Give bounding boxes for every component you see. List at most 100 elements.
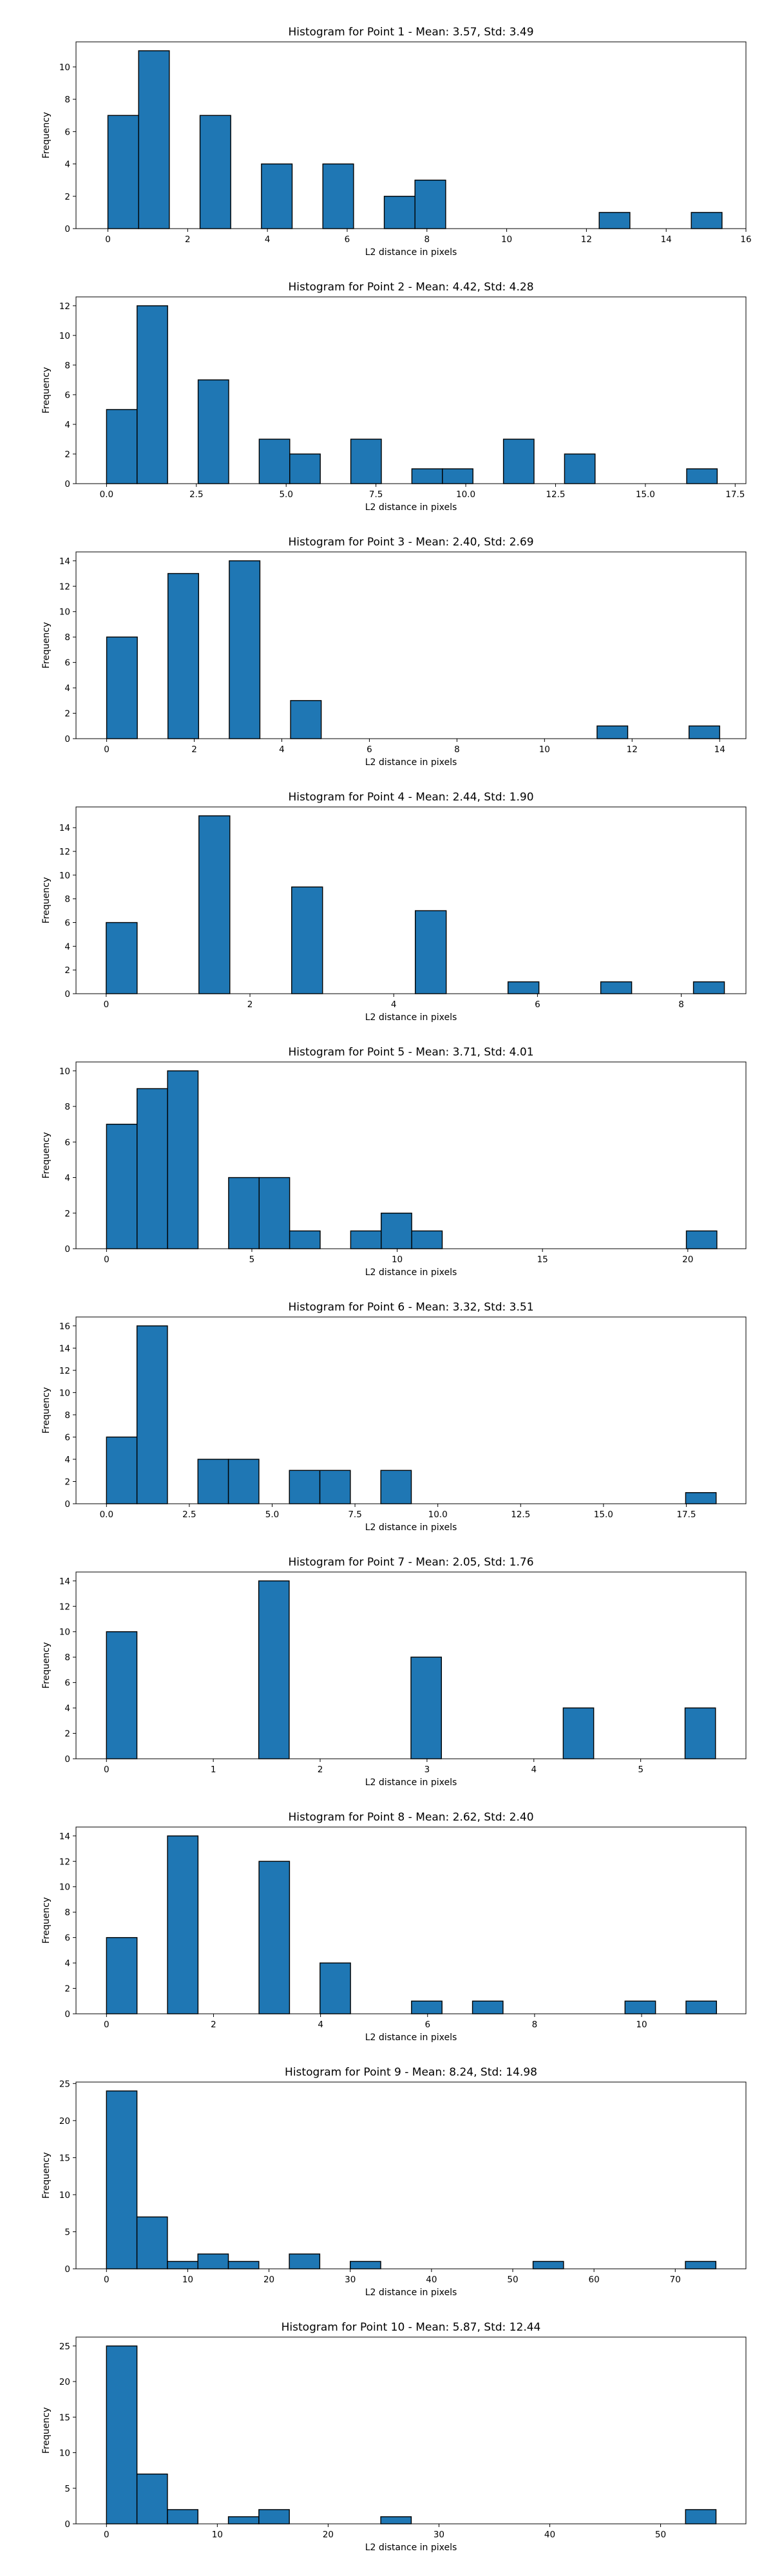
x-tick-label: 15.0 bbox=[636, 489, 655, 500]
x-tick-label: 17.5 bbox=[676, 1510, 696, 1520]
x-axis-label: L2 distance in pixels bbox=[365, 247, 457, 258]
y-tick-label: 8 bbox=[64, 632, 70, 643]
x-tick-label: 8 bbox=[532, 2020, 538, 2030]
histogram-bar bbox=[598, 212, 631, 229]
histogram-bar bbox=[624, 2000, 656, 2014]
y-tick-label: 14 bbox=[59, 1577, 70, 1587]
histogram-bar bbox=[414, 179, 446, 229]
y-tick-label: 6 bbox=[64, 658, 70, 668]
histogram-bar bbox=[686, 468, 718, 484]
y-tick-label: 5 bbox=[64, 2227, 70, 2237]
y-tick-label: 6 bbox=[64, 1678, 70, 1689]
y-tick-label: 12 bbox=[59, 1366, 70, 1376]
histogram-bar bbox=[685, 2000, 718, 2014]
histogram-bar bbox=[136, 1325, 168, 1504]
axes-frame bbox=[75, 1571, 747, 1759]
x-tick-label: 10 bbox=[182, 2275, 193, 2285]
y-tick-label: 6 bbox=[64, 1933, 70, 1944]
x-tick-label: 12 bbox=[581, 234, 592, 245]
x-tick-label: 1 bbox=[211, 1765, 216, 1775]
y-tick-label: 2 bbox=[64, 1477, 70, 1487]
y-tick-label: 4 bbox=[64, 420, 70, 430]
y-axis-label: Frequency bbox=[41, 2407, 52, 2454]
x-tick-label: 10 bbox=[501, 234, 512, 245]
x-tick-label: 0 bbox=[104, 2275, 110, 2285]
y-tick-label: 12 bbox=[59, 1857, 70, 1867]
x-tick-label: 10 bbox=[392, 1255, 403, 1265]
histogram-bar bbox=[350, 1230, 382, 1249]
x-tick-label: 4 bbox=[265, 234, 271, 245]
y-tick-label: 4 bbox=[64, 1455, 70, 1465]
y-tick-label: 2 bbox=[64, 1984, 70, 1994]
y-tick-label: 2 bbox=[64, 709, 70, 719]
y-axis-label: Frequency bbox=[41, 367, 52, 413]
histogram-panel-8: Histogram for Point 8 - Mean: 2.62, Std:… bbox=[41, 1811, 747, 2043]
y-tick-label: 0 bbox=[64, 1244, 70, 1255]
y-tick-label: 4 bbox=[64, 942, 70, 952]
y-tick-label: 0 bbox=[64, 224, 70, 234]
x-tick-label: 0.0 bbox=[100, 1510, 113, 1520]
histogram-bar bbox=[106, 409, 138, 484]
x-tick-label: 2 bbox=[211, 2020, 216, 2030]
x-tick-label: 2 bbox=[191, 744, 197, 755]
x-tick-label: 0 bbox=[105, 234, 111, 245]
y-tick-label: 0 bbox=[64, 1499, 70, 1510]
y-tick-label: 15 bbox=[59, 2153, 70, 2163]
x-tick-label: 15 bbox=[537, 1255, 548, 1265]
histogram-bar bbox=[692, 981, 725, 994]
x-axis-label: L2 distance in pixels bbox=[365, 1267, 457, 1278]
x-tick-label: 16 bbox=[740, 234, 751, 245]
histogram-bar bbox=[411, 468, 443, 484]
histogram-bar bbox=[414, 910, 447, 994]
y-tick-label: 10 bbox=[59, 2190, 70, 2201]
x-tick-label: 0 bbox=[104, 744, 110, 755]
chart-title: Histogram for Point 2 - Mean: 4.42, Std:… bbox=[288, 281, 533, 294]
x-tick-label: 4 bbox=[318, 2020, 323, 2030]
chart-title: Histogram for Point 5 - Mean: 3.71, Std:… bbox=[288, 1046, 533, 1059]
y-tick-label: 6 bbox=[64, 127, 70, 137]
histogram-bar bbox=[106, 2345, 138, 2524]
histogram-bar bbox=[106, 922, 138, 994]
y-tick-label: 4 bbox=[64, 1958, 70, 1969]
y-tick-label: 10 bbox=[59, 2448, 70, 2459]
histogram-bar bbox=[258, 2509, 290, 2524]
histogram-bar bbox=[507, 981, 540, 994]
x-tick-label: 10 bbox=[636, 2020, 647, 2030]
histogram-bar bbox=[442, 468, 473, 484]
axes-frame bbox=[75, 806, 747, 994]
x-tick-label: 5.0 bbox=[279, 489, 292, 500]
y-tick-label: 25 bbox=[59, 2342, 70, 2352]
y-tick-label: 6 bbox=[64, 1137, 70, 1148]
x-axis-label: L2 distance in pixels bbox=[365, 1777, 457, 1788]
chart-title: Histogram for Point 4 - Mean: 2.44, Std:… bbox=[288, 791, 533, 804]
y-tick-label: 12 bbox=[59, 582, 70, 592]
chart-title: Histogram for Point 3 - Mean: 2.40, Std:… bbox=[288, 536, 533, 549]
histogram-bar bbox=[229, 560, 261, 739]
y-axis-label: Frequency bbox=[41, 877, 52, 923]
x-tick-label: 5 bbox=[638, 1765, 644, 1775]
histogram-bar bbox=[167, 2509, 198, 2524]
histogram-panel-4: Histogram for Point 4 - Mean: 2.44, Std:… bbox=[41, 791, 747, 1023]
x-tick-label: 14 bbox=[714, 744, 725, 755]
histogram-bar bbox=[106, 1436, 138, 1504]
histogram-panel-9: Histogram for Point 9 - Mean: 8.24, Std:… bbox=[41, 2066, 747, 2298]
chart-title: Histogram for Point 10 - Mean: 5.87, Std… bbox=[282, 2321, 541, 2334]
x-tick-label: 12 bbox=[627, 744, 638, 755]
y-tick-label: 2 bbox=[64, 450, 70, 460]
histogram-bar bbox=[107, 115, 139, 229]
histogram-bar bbox=[685, 1230, 718, 1249]
x-tick-label: 20 bbox=[682, 1255, 693, 1265]
y-tick-label: 0 bbox=[64, 2009, 70, 2020]
histogram-bar bbox=[289, 2253, 321, 2269]
x-tick-label: 10.0 bbox=[456, 489, 475, 500]
histogram-bar bbox=[410, 1656, 442, 1759]
histogram-bar bbox=[197, 2253, 229, 2269]
y-tick-label: 14 bbox=[59, 556, 70, 567]
y-tick-label: 10 bbox=[59, 62, 70, 73]
histogram-bar bbox=[136, 2473, 168, 2524]
x-tick-label: 70 bbox=[670, 2275, 681, 2285]
x-tick-label: 3 bbox=[425, 1765, 430, 1775]
y-tick-label: 0 bbox=[64, 2519, 70, 2530]
histogram-panel-1: Histogram for Point 1 - Mean: 3.57, Std:… bbox=[41, 26, 752, 258]
